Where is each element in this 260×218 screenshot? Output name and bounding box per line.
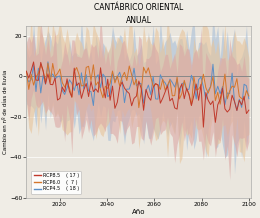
Legend: RCP8.5    ( 17 ), RCP6.0    (  7 ), RCP4.5    ( 18 ): RCP8.5 ( 17 ), RCP6.0 ( 7 ), RCP4.5 ( 18… — [31, 170, 81, 194]
X-axis label: Año: Año — [132, 209, 146, 215]
Y-axis label: Cambio en nº de días de lluvia: Cambio en nº de días de lluvia — [3, 70, 9, 154]
Title: CANTÁBRICO ORIENTAL
ANUAL: CANTÁBRICO ORIENTAL ANUAL — [94, 3, 184, 25]
